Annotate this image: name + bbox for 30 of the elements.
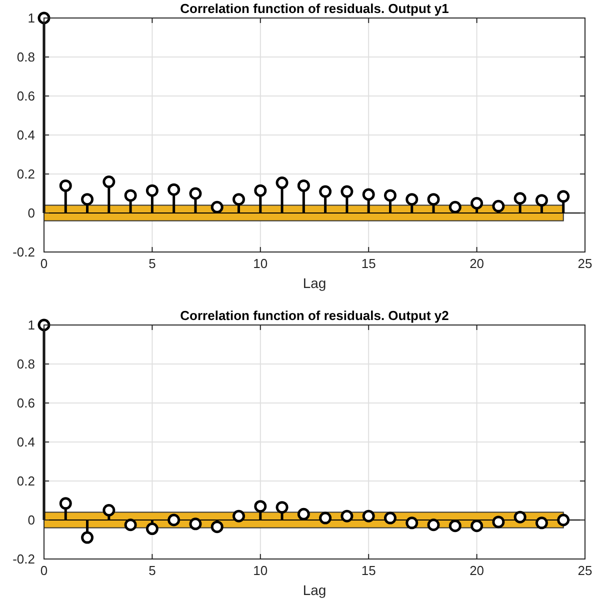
y-tick-label: 0.6 [16,88,35,104]
y-tick-label: 0.2 [16,166,35,182]
x-axis-title: Lag [302,275,326,291]
y-tick-label: 1 [28,318,35,332]
x-tick-label: 25 [578,256,592,271]
x-tick-label: 15 [361,256,376,271]
y-tick-label: 0 [28,206,35,220]
x-tick-label: 10 [253,256,268,271]
x-tick-label: 20 [470,563,484,578]
x-tick-label: 0 [40,256,48,271]
y-tick-label: 0.4 [16,128,35,142]
x-tick-label: 25 [578,563,592,578]
y-tick-label: -0.2 [12,552,35,566]
x-tick-label: 5 [148,256,156,271]
y-tick-label: 0 [28,512,35,528]
x-tick-label: 0 [40,563,48,578]
y-tick-label: 0.6 [16,396,35,410]
x-tick-label: 10 [253,563,268,578]
y-tick-label: -0.2 [12,244,35,260]
x-tick-label: 15 [361,563,376,578]
chart-title: Correlation function of residuals. Output y1 [180,1,449,16]
y-tick-label: 0.4 [16,434,35,450]
chart-title: Correlation function of residuals. Output y2 [180,308,449,323]
y-tick-label: 0.8 [16,356,35,372]
y-tick-label: 0.8 [16,50,35,64]
y-tick-label: 0.2 [16,474,35,488]
x-tick-label: 5 [148,563,156,578]
x-tick-label: 20 [470,256,484,271]
x-axis-title: Lag [302,582,326,598]
y-tick-label: 1 [28,10,35,26]
